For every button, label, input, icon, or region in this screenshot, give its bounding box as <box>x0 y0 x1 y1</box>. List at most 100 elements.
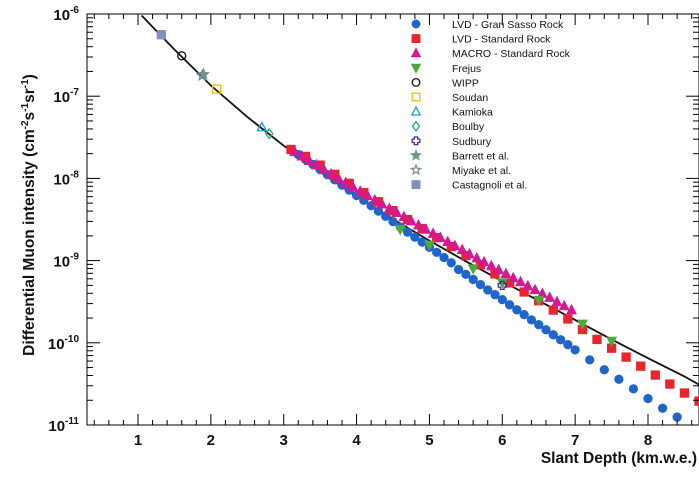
data-point <box>318 163 330 174</box>
data-point <box>558 299 570 311</box>
data-point <box>621 352 631 362</box>
data-point <box>475 279 486 290</box>
data-point <box>563 314 573 324</box>
data-point <box>340 176 352 188</box>
data-point <box>555 335 566 345</box>
data-point <box>614 374 624 384</box>
data-point <box>354 185 366 196</box>
data-point <box>420 223 432 234</box>
data-point <box>485 259 497 271</box>
data-point <box>468 274 478 285</box>
legend-label: Barrett et al. <box>452 150 509 162</box>
plot-border <box>86 13 699 426</box>
x-tick-label: 3 <box>280 432 288 449</box>
y-tick-label: 10-9 <box>53 252 79 271</box>
legend-label: Frejus <box>452 63 481 75</box>
data-point <box>548 305 558 315</box>
data-point <box>432 247 442 257</box>
data-point <box>541 325 551 335</box>
data-point <box>376 198 388 209</box>
x-tick-label: 8 <box>644 432 652 449</box>
series-miyake-et-al <box>195 68 209 82</box>
data-point <box>592 334 602 345</box>
legend-marker <box>411 19 421 29</box>
x-tick-label: 1 <box>134 432 142 449</box>
data-point <box>264 127 274 140</box>
data-point <box>563 339 573 350</box>
data-markers <box>156 30 699 422</box>
data-point <box>544 291 556 302</box>
data-point <box>551 295 563 307</box>
legend-label: MACRO - Standard Rock <box>452 48 571 60</box>
data-point <box>548 330 558 340</box>
legend-marker <box>410 47 422 58</box>
data-point <box>347 180 359 192</box>
data-point <box>413 219 424 230</box>
data-point <box>391 206 403 218</box>
data-point <box>599 365 609 375</box>
data-point <box>303 154 315 165</box>
legend-marker <box>411 120 421 132</box>
data-point <box>256 120 268 132</box>
data-point <box>679 388 690 398</box>
legend-label: LVD - Standard Rock <box>452 34 551 46</box>
data-point <box>576 319 588 331</box>
y-tick-label: 10-6 <box>53 5 79 24</box>
legend-marker <box>411 136 421 146</box>
y-tick-label: 10-10 <box>48 334 80 353</box>
data-point <box>289 145 301 157</box>
series-boulby <box>264 127 274 140</box>
legend-label: LVD - Gran Sasso Rock <box>452 19 564 31</box>
legend-marker <box>411 77 421 87</box>
data-point <box>497 280 507 290</box>
legend-marker <box>410 105 422 116</box>
data-point <box>442 235 454 247</box>
legend-label: Miyake et al. <box>452 165 511 177</box>
data-point <box>636 361 646 371</box>
data-point <box>439 252 449 263</box>
data-point <box>672 412 682 422</box>
data-point <box>453 264 464 275</box>
legend-marker <box>410 63 422 74</box>
axis-ticks: 1 2 3 4 5 6 7 8 10-6 10-7 10-8 10-9 10-10 10-11 <box>48 5 699 449</box>
data-point <box>446 258 456 268</box>
data-point <box>493 263 505 275</box>
data-point <box>434 231 446 242</box>
plot-frame <box>86 13 699 426</box>
data-point <box>490 290 500 300</box>
data-point <box>464 247 475 259</box>
series-wipp <box>177 51 187 61</box>
data-point <box>497 294 507 305</box>
legend-marker <box>411 34 421 44</box>
data-point <box>177 51 187 61</box>
x-tick-label: 6 <box>498 432 506 449</box>
data-point <box>405 214 417 226</box>
data-point <box>500 267 512 279</box>
series-kamioka <box>256 120 268 132</box>
data-point <box>332 172 344 183</box>
data-point <box>694 396 699 406</box>
data-point <box>606 336 618 348</box>
legend-marker <box>409 163 423 176</box>
y-axis-title: Differential Muon intensity (cm-2s-1sr-1… <box>20 74 38 356</box>
data-point <box>156 30 166 40</box>
data-point <box>423 240 435 252</box>
data-point <box>534 320 544 330</box>
data-point <box>665 379 675 389</box>
data-point <box>483 285 493 295</box>
data-point <box>410 232 420 242</box>
data-point <box>570 345 580 355</box>
data-point <box>478 255 490 267</box>
series-castagnoli-et-al <box>156 30 166 40</box>
data-point <box>195 68 209 82</box>
y-tick-label: 10-7 <box>53 87 79 106</box>
data-point <box>507 271 519 283</box>
data-point <box>388 216 398 227</box>
data-point <box>402 227 413 237</box>
data-point <box>461 269 471 280</box>
data-point <box>456 243 468 255</box>
legend-label: Kamioka <box>452 107 493 119</box>
data-point <box>311 158 322 170</box>
data-point <box>643 393 653 404</box>
